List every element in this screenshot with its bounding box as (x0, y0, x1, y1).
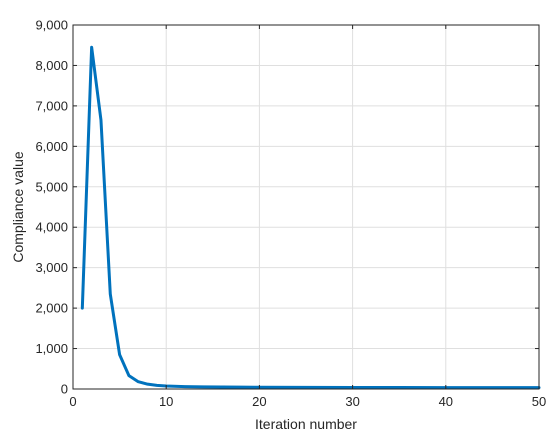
y-tick-label: 0 (61, 382, 68, 397)
y-axis-label: Compliance value (10, 151, 26, 262)
y-tick-label: 1,000 (35, 341, 68, 356)
x-tick-label: 40 (439, 394, 453, 409)
x-tick-label: 20 (252, 394, 266, 409)
x-tick-label: 30 (345, 394, 359, 409)
x-tick-label: 0 (69, 394, 76, 409)
series-group (80, 45, 541, 390)
x-tick-label: 10 (159, 394, 173, 409)
y-tick-label: 6,000 (35, 139, 68, 154)
y-axis-ticks: 0 1,000 2,000 3,000 4,000 5,000 6,000 7,000 8,00… (35, 18, 539, 397)
plot-area (73, 25, 539, 389)
y-tick-label: 4,000 (35, 220, 68, 235)
y-tick-label: 3,000 (35, 260, 68, 275)
x-tick-label: 50 (532, 394, 546, 409)
grid-lines (73, 25, 539, 389)
x-axis-ticks: 0 10 20 30 40 50 (69, 25, 546, 409)
y-tick-label: 2,000 (35, 301, 68, 316)
y-tick-label: 5,000 (35, 179, 68, 194)
y-tick-label: 9,000 (35, 18, 68, 33)
plot-frame (72, 24, 540, 390)
series-line (80, 45, 541, 390)
y-tick-label: 8,000 (35, 58, 68, 73)
y-tick-label: 7,000 (35, 98, 68, 113)
x-axis-label: Iteration number (255, 416, 357, 432)
